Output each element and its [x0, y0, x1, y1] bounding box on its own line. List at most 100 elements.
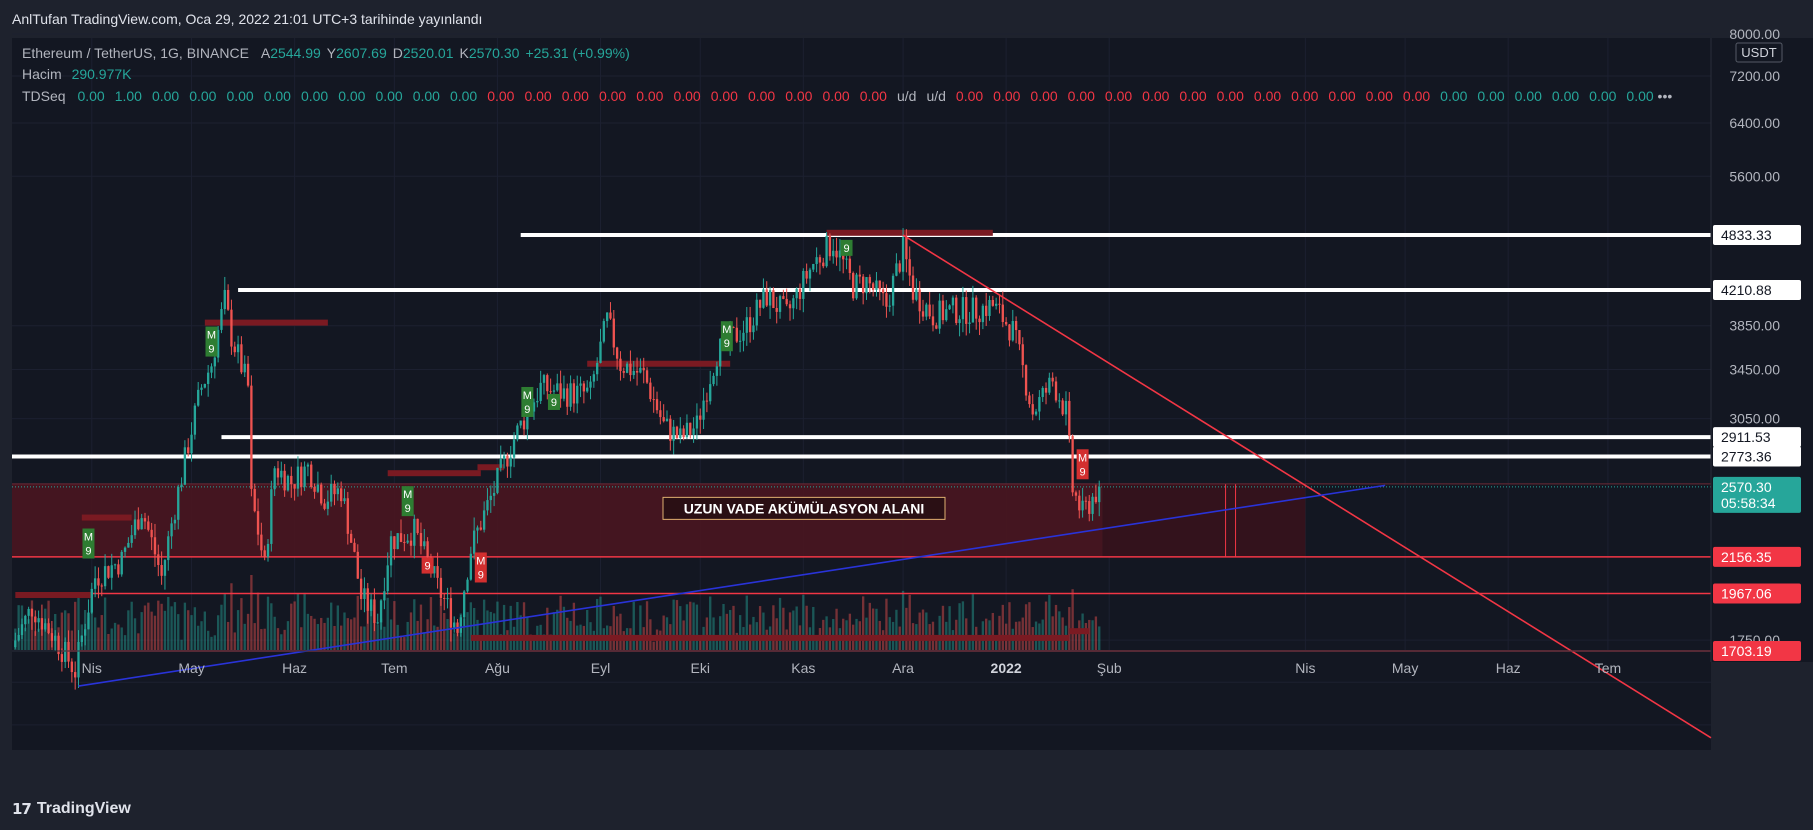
volume-bar: [220, 604, 223, 650]
price-tick-label: 3450.00: [1729, 361, 1780, 377]
candle-body: [878, 280, 881, 290]
volume-bar: [825, 616, 828, 650]
candle-body: [562, 388, 566, 399]
volume-bar: [994, 639, 998, 650]
volume-bar: [998, 615, 1001, 650]
resistance-bar: [204, 319, 328, 326]
tdseq-label[interactable]: TDSeq: [22, 88, 66, 104]
volume-bar: [423, 632, 426, 650]
volume-bar: [40, 626, 44, 650]
candle-body: [968, 322, 971, 324]
candle-body: [446, 598, 449, 600]
candle-body: [868, 277, 871, 284]
candle-body: [659, 410, 662, 418]
volume-bar: [619, 613, 622, 650]
volume-bar: [283, 629, 286, 650]
time-tick-label: Nis: [1295, 660, 1315, 676]
candle-body: [1078, 495, 1081, 511]
volume-label[interactable]: Hacim: [22, 66, 62, 82]
candle-body: [90, 588, 93, 613]
candle-body: [366, 588, 369, 611]
volume-bar: [233, 632, 236, 650]
candle-body: [689, 422, 692, 435]
candle-body: [961, 297, 965, 320]
candle-body: [396, 533, 399, 550]
candle-body: [752, 325, 755, 333]
volume-bar: [353, 617, 356, 650]
volume-bar: [699, 638, 702, 650]
candle-body: [715, 366, 719, 376]
candle-body: [1054, 381, 1058, 401]
volume-bar: [549, 634, 552, 650]
volume-bar: [596, 598, 599, 650]
volume-bar: [918, 612, 921, 650]
ohlc-item: D2520.01: [393, 45, 454, 61]
ohlc-value: +25.31 (+0.99%): [525, 45, 630, 61]
volume-bar: [110, 628, 113, 650]
candle-body: [339, 488, 343, 502]
resistance-bar: [470, 634, 1070, 641]
volume-bar: [752, 616, 755, 650]
chart-canvas[interactable]: UZUN VADE AKÜMÜLASYON ALANI M9M9M9M99M99…: [0, 0, 1813, 798]
volume-bar: [343, 612, 346, 650]
candle-body: [705, 400, 709, 402]
tdseq-more-icon[interactable]: •••: [1657, 88, 1673, 104]
volume-bar: [330, 602, 333, 650]
candle-body: [147, 521, 150, 530]
candle-body: [762, 289, 765, 308]
candle-body: [57, 635, 60, 655]
candle-body: [243, 363, 246, 373]
time-tick-label: Haz: [282, 660, 307, 676]
volume-bar: [725, 613, 729, 650]
volume-bar: [316, 624, 320, 650]
volume-bar: [526, 616, 529, 650]
tradingview-logo-icon[interactable]: 17: [12, 800, 32, 818]
candle-body: [911, 275, 915, 300]
volume-bar: [895, 609, 898, 650]
candle-body: [486, 500, 489, 511]
candle-body: [103, 566, 107, 587]
time-tick-label: Tem: [381, 660, 407, 676]
chart-pane[interactable]: [12, 38, 1711, 750]
volume-bar: [1071, 589, 1074, 650]
td-marker-box: [401, 486, 414, 517]
volume-bar: [632, 601, 635, 650]
volume-bar: [100, 615, 103, 650]
zone-label-box: [662, 496, 946, 520]
candle-body: [931, 316, 935, 326]
candle-body: [748, 317, 752, 333]
volume-bar: [303, 592, 306, 650]
candle-body: [183, 447, 187, 485]
price-level-label: 1703.19: [1713, 641, 1801, 661]
price-tick-label: 3850.00: [1729, 318, 1780, 334]
tradingview-brand[interactable]: TradingView: [36, 800, 131, 817]
volume-bar: [336, 605, 339, 650]
td-marker-text: 9: [425, 561, 431, 573]
ohlc-item: +25.31 (+0.99%): [525, 45, 629, 61]
candle-body: [994, 303, 998, 306]
candle-body: [891, 275, 895, 306]
candle-body: [107, 566, 110, 578]
volume-bar: [24, 627, 27, 650]
candle-body: [928, 304, 931, 317]
candle-body: [908, 259, 911, 276]
symbol-title[interactable]: Ethereum / TetherUS, 1G, BINANCE: [22, 45, 249, 61]
volume-bar: [482, 599, 486, 650]
candle-body: [865, 277, 868, 294]
tdseq-value: 1.00: [114, 88, 142, 104]
volume-bar: [559, 595, 562, 650]
candle-body: [1041, 387, 1044, 398]
volume-bar: [861, 596, 865, 650]
volume-bar: [908, 594, 911, 650]
td-marker: 9: [547, 393, 560, 410]
candle-body: [951, 297, 955, 306]
candle-body: [463, 591, 466, 618]
candle-body: [858, 274, 862, 277]
volume-bar: [120, 627, 123, 650]
tdseq-value: u/d: [926, 88, 946, 104]
candle-body: [399, 533, 403, 542]
volume-bar: [34, 631, 37, 650]
candle-body: [1061, 400, 1064, 415]
ohlc-item: Y2607.69: [327, 45, 387, 61]
candle-body: [941, 300, 945, 321]
